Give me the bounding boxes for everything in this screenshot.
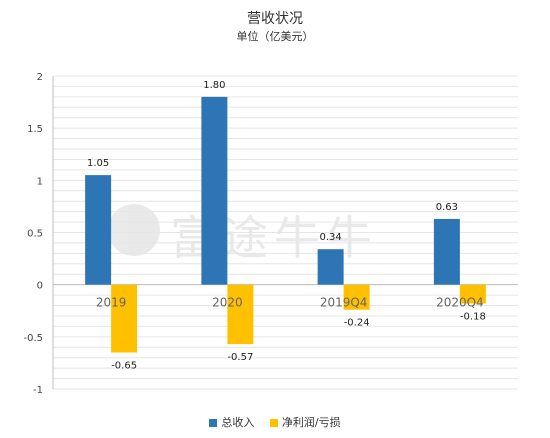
y-tick-label: 1.5: [27, 124, 43, 135]
data-label: -0.65: [111, 360, 137, 371]
y-tick-label: 1: [37, 176, 43, 187]
y-tick-label: 2: [37, 72, 43, 83]
y-tick-label: -1: [33, 385, 43, 396]
bar-revenue: [433, 218, 460, 285]
bar-revenue: [317, 249, 344, 285]
data-label: -0.24: [344, 318, 370, 329]
bar-revenue: [201, 96, 228, 285]
watermark-icon: [108, 204, 160, 256]
bar-revenue: [85, 175, 112, 285]
data-label: 0.34: [319, 232, 341, 243]
x-category-label: 2019Q4: [320, 296, 368, 310]
chart-title: 营收状况: [247, 11, 303, 27]
data-label: 1.05: [87, 158, 109, 169]
bar-net-profit: [111, 284, 138, 353]
y-tick-label: -0.5: [23, 333, 43, 344]
x-category-label: 2020: [212, 296, 243, 310]
legend: 总收入 净利润/亏损: [0, 414, 550, 430]
bar-net-profit: [227, 284, 254, 345]
data-label: -0.57: [227, 352, 253, 363]
legend-swatch-revenue: [209, 419, 218, 427]
data-label: -0.18: [460, 311, 486, 322]
legend-label-revenue: 总收入: [221, 416, 255, 429]
y-tick-label: 0: [37, 281, 43, 292]
legend-item-net-profit: 净利润/亏损: [269, 414, 341, 430]
x-category-label: 2020Q4: [436, 296, 484, 310]
legend-label-net-profit: 净利润/亏损: [281, 416, 341, 429]
bar-net-profit: [459, 284, 486, 304]
bar-net-profit: [343, 284, 370, 310]
x-category-label: 2019: [96, 296, 127, 310]
data-label: 0.63: [436, 202, 458, 213]
y-tick-label: 0.5: [27, 229, 43, 240]
data-label: 1.80: [203, 80, 225, 91]
legend-item-revenue: 总收入: [209, 414, 254, 430]
legend-swatch-net-profit: [269, 419, 278, 427]
chart-subtitle: 单位（亿美元）: [236, 30, 314, 43]
